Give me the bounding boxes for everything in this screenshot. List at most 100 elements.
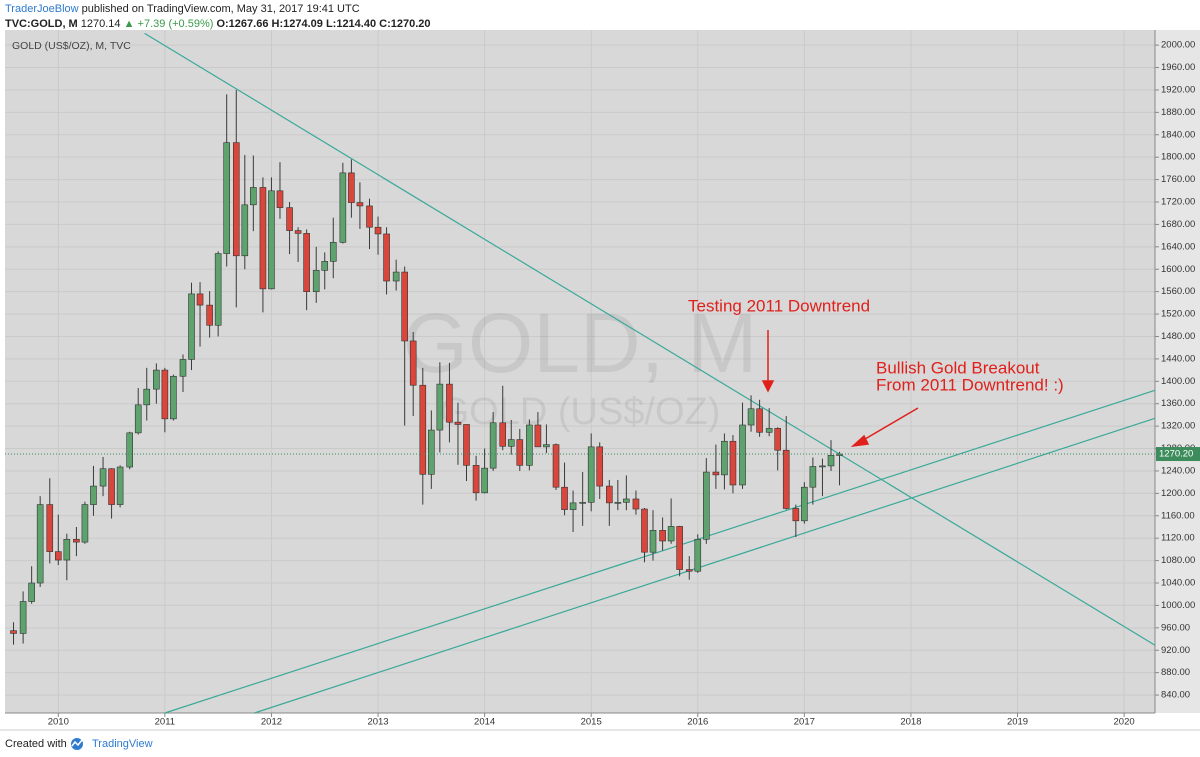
candle-body bbox=[516, 439, 524, 466]
candle-body bbox=[446, 383, 453, 423]
y-tick-label: 1760.00 bbox=[1161, 174, 1195, 185]
candle-body bbox=[428, 429, 435, 475]
y-tick-label: 1360.00 bbox=[1161, 398, 1195, 409]
candle-body bbox=[534, 424, 542, 448]
y-tick-label: 1080.00 bbox=[1161, 555, 1195, 566]
candle-body bbox=[401, 271, 408, 342]
candle-body bbox=[579, 502, 586, 504]
high: H:1274.09 bbox=[272, 18, 323, 30]
candle-body bbox=[747, 408, 755, 426]
y-tick-label: 960.00 bbox=[1161, 622, 1190, 633]
x-tick-label: 2019 bbox=[1007, 717, 1028, 728]
candle-body bbox=[676, 526, 683, 570]
x-tick-label: 2013 bbox=[367, 717, 388, 728]
candle-body bbox=[801, 486, 808, 522]
arrows bbox=[761, 330, 919, 448]
candle-body bbox=[543, 444, 550, 448]
candle-body bbox=[206, 304, 213, 326]
candle-body bbox=[54, 551, 62, 561]
annotation: From 2011 Downtrend! :) bbox=[876, 375, 1064, 394]
candle-body bbox=[596, 446, 604, 487]
candle-body bbox=[196, 293, 204, 306]
candle-body bbox=[339, 172, 347, 243]
candle-body bbox=[108, 468, 115, 505]
candle-body bbox=[312, 270, 320, 292]
chart-title: GOLD (US$/OZ), M, TVC bbox=[12, 40, 131, 52]
candle-body bbox=[161, 369, 169, 420]
price-axis bbox=[1155, 30, 1200, 713]
candle-body bbox=[383, 233, 390, 282]
y-tick-label: 1000.00 bbox=[1161, 600, 1195, 611]
low: L:1214.40 bbox=[326, 18, 376, 30]
y-tick-label: 1520.00 bbox=[1161, 309, 1195, 320]
plot-area bbox=[5, 30, 1155, 713]
close: C:1270.20 bbox=[379, 18, 430, 30]
candle-body bbox=[606, 485, 613, 504]
candle-body bbox=[36, 504, 44, 584]
candle-body bbox=[126, 432, 133, 468]
candle-body bbox=[454, 421, 462, 425]
candle-body bbox=[286, 207, 293, 231]
x-tick-label: 2016 bbox=[687, 717, 708, 728]
candle-body bbox=[19, 601, 27, 634]
candle-body bbox=[659, 530, 666, 542]
open: O:1267.66 bbox=[216, 18, 268, 30]
candle-body bbox=[561, 486, 568, 510]
x-tick-label: 2015 bbox=[581, 717, 602, 728]
candle-body bbox=[321, 261, 329, 271]
y-tick-label: 1440.00 bbox=[1161, 353, 1195, 364]
candle-body bbox=[392, 271, 400, 282]
candle-body bbox=[702, 471, 710, 540]
author[interactable]: TraderJoeBlow bbox=[5, 3, 79, 15]
y-tick-label: 1720.00 bbox=[1161, 197, 1195, 208]
y-tick-label: 1400.00 bbox=[1161, 376, 1195, 387]
candle-body bbox=[827, 454, 835, 467]
candle-body bbox=[188, 293, 195, 360]
candle-body bbox=[116, 466, 124, 505]
candle-body bbox=[153, 369, 160, 390]
y-tick-label: 1800.00 bbox=[1161, 152, 1195, 163]
x-tick-label: 2014 bbox=[474, 717, 495, 728]
candle-body bbox=[63, 539, 71, 561]
candle-body bbox=[134, 404, 142, 434]
arrow-head bbox=[761, 380, 775, 393]
candle-body bbox=[28, 582, 35, 602]
grid: 840.00 880.00 920.00 960.00 1000.00 1040.00 10… bbox=[5, 30, 1195, 728]
x-tick-label: 2020 bbox=[1114, 717, 1135, 728]
candle-body bbox=[526, 424, 533, 466]
change: ▲ +7.39 (+0.59%) bbox=[124, 18, 214, 30]
trendline bbox=[164, 389, 1156, 714]
y-tick-label: 1320.00 bbox=[1161, 421, 1195, 432]
candle-body bbox=[507, 439, 515, 447]
y-tick-label: 1160.00 bbox=[1161, 510, 1195, 521]
y-tick-label: 1640.00 bbox=[1161, 241, 1195, 252]
y-tick-label: 1240.00 bbox=[1161, 465, 1195, 476]
candle-body bbox=[694, 539, 702, 572]
header-line: TraderJoeBlow published on TradingView.c… bbox=[5, 3, 360, 15]
logo[interactable] bbox=[71, 738, 83, 750]
symbol: TVC:GOLD, M bbox=[5, 18, 78, 30]
candle-body bbox=[276, 190, 284, 208]
y-tick-label: 1600.00 bbox=[1161, 264, 1195, 275]
candle-body bbox=[641, 508, 648, 553]
candle-body bbox=[259, 187, 267, 290]
candle-body bbox=[214, 253, 222, 326]
logo-mark bbox=[71, 739, 83, 747]
x-tick-label: 2017 bbox=[794, 717, 815, 728]
watermark: GOLD, M bbox=[403, 296, 758, 390]
candle-body bbox=[366, 205, 373, 228]
candle-body bbox=[73, 539, 80, 543]
candle-body bbox=[782, 449, 790, 509]
brand[interactable]: TradingView bbox=[92, 738, 153, 750]
candle-body bbox=[463, 424, 470, 466]
trendline bbox=[144, 32, 1156, 646]
candle-body bbox=[792, 508, 800, 522]
quote-line: TVC:GOLD, M 1270.14 ▲ +7.39 (+0.59%) O:1… bbox=[5, 18, 431, 30]
candle-body bbox=[649, 530, 657, 553]
candle-body bbox=[179, 359, 187, 377]
candle-body bbox=[765, 428, 773, 433]
candle-body bbox=[721, 440, 728, 476]
candle-body bbox=[170, 375, 177, 420]
candle-body bbox=[356, 202, 364, 207]
